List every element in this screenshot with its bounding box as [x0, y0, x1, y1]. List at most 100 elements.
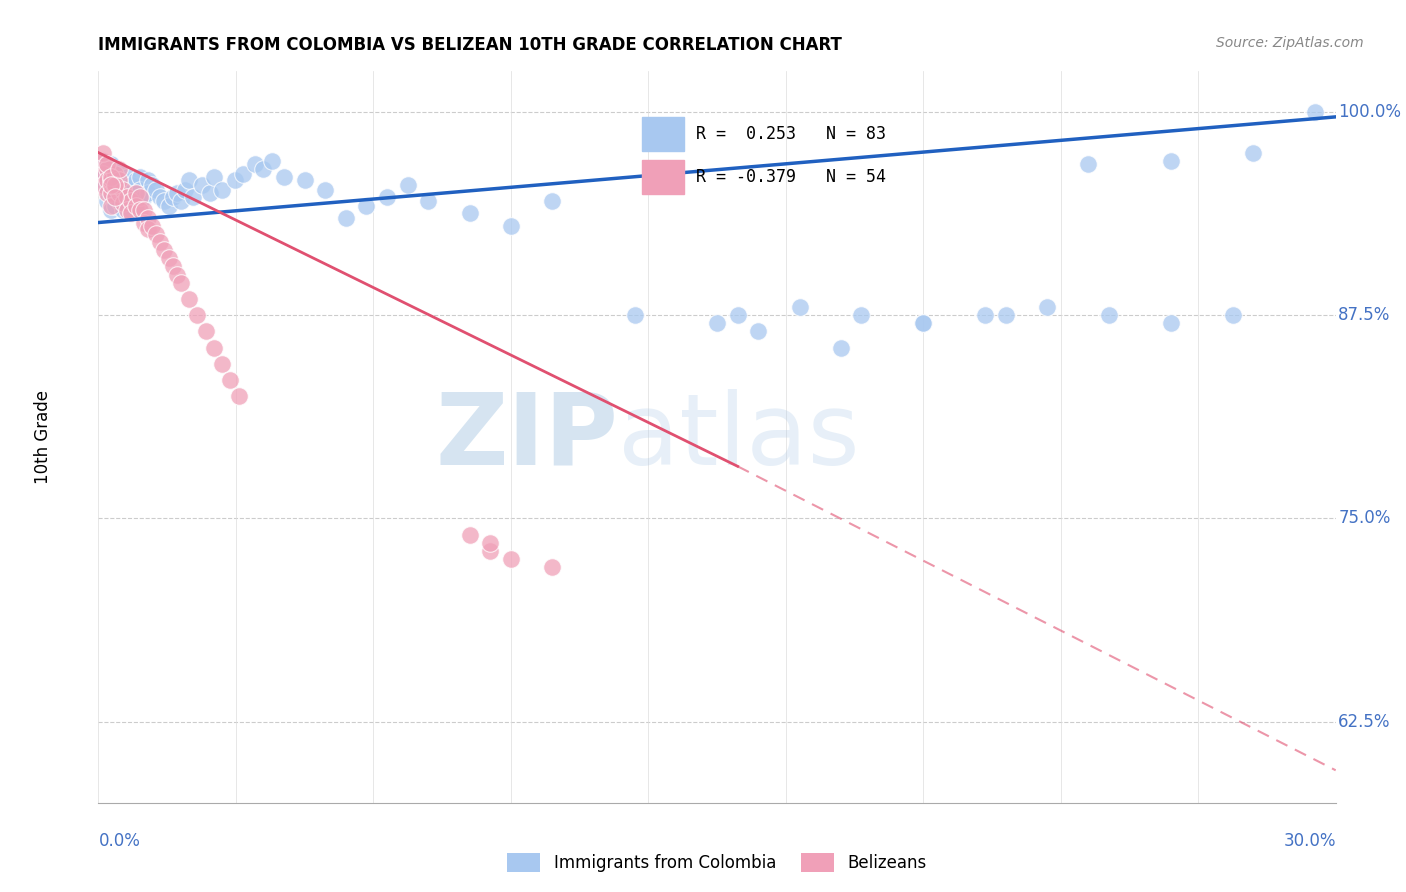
Point: [91, 153, 114, 168]
Point: [162, 189, 184, 203]
Point: [170, 276, 193, 290]
Point: [252, 161, 274, 176]
Point: [145, 183, 167, 197]
Point: [96, 194, 118, 209]
Point: [170, 194, 193, 209]
Point: [108, 178, 131, 193]
Point: [91, 178, 114, 193]
Point: [706, 316, 728, 330]
Point: [232, 167, 254, 181]
Point: [166, 186, 188, 201]
Point: [117, 169, 139, 184]
Point: [91, 178, 114, 193]
Point: [100, 202, 122, 217]
Point: [96, 161, 118, 176]
Point: [179, 173, 201, 187]
Point: [994, 308, 1017, 322]
Point: [202, 169, 225, 184]
Point: [314, 183, 336, 197]
Point: [120, 206, 142, 220]
Point: [181, 189, 204, 203]
Point: [91, 167, 114, 181]
Point: [174, 183, 197, 197]
Point: [458, 527, 481, 541]
Point: [128, 183, 150, 197]
Point: [117, 186, 139, 201]
Point: [100, 199, 122, 213]
Point: [479, 535, 502, 549]
Point: [112, 186, 135, 201]
Point: [153, 243, 176, 257]
Text: R =  0.253   N = 83: R = 0.253 N = 83: [696, 125, 886, 143]
Point: [100, 178, 122, 193]
Point: [974, 308, 997, 322]
Point: [100, 169, 122, 184]
Point: [108, 186, 131, 201]
Point: [727, 308, 749, 322]
Point: [499, 219, 522, 233]
Point: [458, 206, 481, 220]
Text: IMMIGRANTS FROM COLOMBIA VS BELIZEAN 10TH GRADE CORRELATION CHART: IMMIGRANTS FROM COLOMBIA VS BELIZEAN 10T…: [98, 36, 842, 54]
Point: [294, 173, 316, 187]
Point: [100, 157, 122, 171]
Point: [104, 186, 127, 201]
Point: [108, 165, 131, 179]
Point: [224, 173, 246, 187]
Point: [91, 153, 114, 168]
Point: [243, 157, 266, 171]
Point: [112, 183, 135, 197]
Point: [335, 211, 357, 225]
Point: [124, 173, 146, 187]
Point: [219, 373, 242, 387]
Point: [96, 161, 118, 176]
Point: [228, 389, 250, 403]
Point: [179, 292, 201, 306]
FancyBboxPatch shape: [643, 118, 683, 151]
Point: [356, 199, 378, 213]
Point: [1241, 145, 1264, 160]
Point: [141, 219, 163, 233]
Point: [117, 189, 139, 203]
Point: [145, 227, 167, 241]
Text: R = -0.379   N = 54: R = -0.379 N = 54: [696, 168, 886, 186]
Point: [128, 196, 150, 211]
Point: [149, 235, 172, 249]
Text: 100.0%: 100.0%: [1339, 103, 1402, 121]
Point: [96, 183, 118, 197]
Point: [104, 178, 127, 193]
Point: [96, 186, 118, 201]
Point: [136, 211, 159, 225]
Point: [198, 186, 221, 201]
Point: [112, 196, 135, 211]
Point: [162, 260, 184, 274]
Point: [194, 325, 217, 339]
Point: [186, 308, 208, 322]
Point: [1098, 308, 1121, 322]
Point: [202, 341, 225, 355]
Point: [104, 199, 127, 213]
Point: [120, 202, 142, 217]
Point: [112, 202, 135, 217]
Point: [1077, 157, 1099, 171]
Point: [1222, 308, 1244, 322]
Point: [96, 173, 118, 187]
Point: [418, 194, 440, 209]
Point: [100, 189, 122, 203]
Point: [136, 173, 159, 187]
Point: [132, 189, 155, 203]
Point: [141, 178, 163, 193]
Point: [541, 560, 564, 574]
Point: [96, 157, 118, 171]
Point: [124, 186, 146, 201]
Point: [830, 341, 852, 355]
Point: [912, 316, 935, 330]
Point: [132, 215, 155, 229]
Point: [166, 268, 188, 282]
Legend: Immigrants from Colombia, Belizeans: Immigrants from Colombia, Belizeans: [501, 846, 934, 879]
FancyBboxPatch shape: [643, 161, 683, 194]
Point: [1160, 153, 1182, 168]
Point: [851, 308, 873, 322]
Point: [396, 178, 419, 193]
Point: [912, 316, 935, 330]
Point: [157, 252, 180, 266]
